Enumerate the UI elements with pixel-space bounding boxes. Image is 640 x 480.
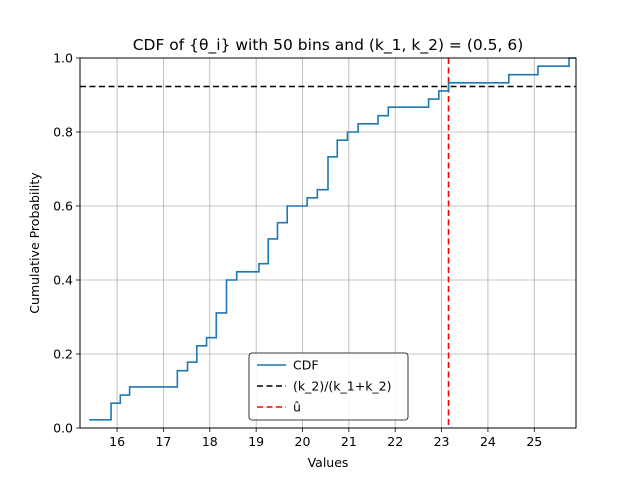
y-axis-label: Cumulative Probability bbox=[27, 172, 42, 314]
reference-lines bbox=[80, 58, 576, 428]
x-tick-label: 21 bbox=[341, 434, 357, 449]
y-tick-label: 0.8 bbox=[53, 125, 73, 140]
plot-frame bbox=[79, 57, 577, 429]
y-tick-label: 0.4 bbox=[53, 273, 73, 288]
x-tick-label: 19 bbox=[248, 434, 264, 449]
legend-label: û bbox=[293, 400, 301, 415]
chart-title: CDF of {θ_i} with 50 bins and (k_1, k_2)… bbox=[133, 36, 524, 55]
x-tick-label: 23 bbox=[434, 434, 450, 449]
x-tick-label: 16 bbox=[109, 434, 125, 449]
x-tick-label: 18 bbox=[202, 434, 218, 449]
x-tick-label: 20 bbox=[295, 434, 311, 449]
x-tick-label: 24 bbox=[480, 434, 496, 449]
legend: CDF (k_2)/(k_1+k_2) û bbox=[248, 352, 409, 421]
legend-label: (k_2)/(k_1+k_2) bbox=[293, 379, 392, 394]
y-tick-label: 0.6 bbox=[53, 199, 73, 214]
legend-frame bbox=[248, 352, 409, 421]
x-tick-label: 17 bbox=[155, 434, 171, 449]
cdf-step-line bbox=[89, 57, 576, 421]
x-tick-label: 22 bbox=[387, 434, 403, 449]
axis-ticks: 16 17 18 19 20 21 22 23 24 25 0.0 0.2 0.4 0.6 0.8 1.0 bbox=[53, 51, 542, 450]
x-tick-label: 25 bbox=[526, 434, 542, 449]
series bbox=[89, 57, 576, 421]
y-tick-label: 1.0 bbox=[53, 51, 73, 66]
legend-label: CDF bbox=[293, 358, 319, 373]
x-axis-label: Values bbox=[308, 455, 349, 470]
y-tick-label: 0.0 bbox=[53, 421, 73, 436]
y-tick-label: 0.2 bbox=[53, 347, 73, 362]
